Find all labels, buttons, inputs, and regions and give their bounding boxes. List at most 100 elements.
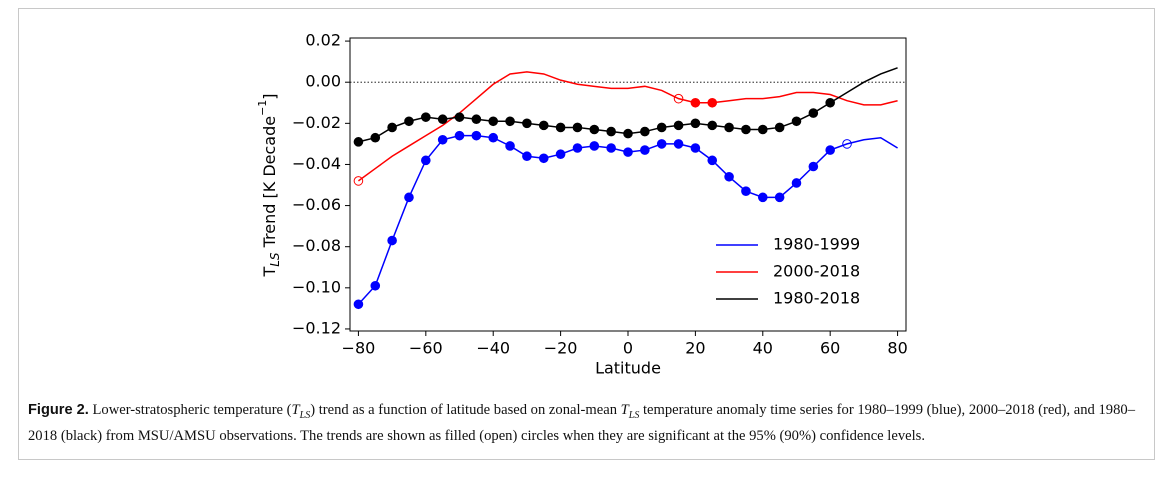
marker-filled (522, 151, 532, 162)
caption-label: Figure 2. (28, 402, 89, 418)
marker-filled (404, 192, 414, 203)
marker-filled (623, 147, 633, 157)
y-tick-label: −0.04 (292, 154, 341, 173)
marker-filled (387, 122, 397, 133)
marker-filled (707, 97, 718, 108)
legend-label: 2000-2018 (773, 262, 860, 281)
caption-subscript: LS (299, 409, 311, 421)
marker-filled (757, 192, 768, 203)
caption-symbol: T (291, 402, 300, 418)
y-label-part: ] (260, 93, 279, 99)
marker-filled (387, 235, 397, 246)
marker-filled (353, 299, 364, 310)
caption-text: Lower-stratospheric temperature ( (88, 402, 292, 418)
figure-caption: Figure 2. Lower-stratospheric temperatur… (28, 400, 1143, 447)
marker-filled (522, 118, 532, 129)
marker-filled (404, 116, 414, 127)
marker-filled (640, 145, 650, 155)
marker-filled (471, 130, 482, 141)
marker-filled (454, 112, 465, 122)
marker-filled (707, 155, 718, 166)
x-axis-label: Latitude (595, 359, 661, 378)
marker-filled (690, 118, 701, 129)
marker-filled (589, 124, 600, 135)
marker-filled (505, 116, 515, 127)
marker-filled (707, 120, 718, 131)
marker-filled (589, 141, 600, 151)
marker-filled (421, 155, 431, 166)
x-tick-label: −40 (476, 339, 510, 358)
caption-text: ) trend as a function of latitude based … (310, 402, 621, 418)
marker-filled (825, 97, 835, 108)
y-tick-label: −0.06 (292, 195, 341, 214)
marker-filled (724, 171, 734, 182)
caption-text: temperature anomaly time series for 1980… (28, 402, 1135, 444)
marker-filled (437, 134, 448, 145)
marker-filled (791, 178, 802, 188)
marker-filled (757, 124, 768, 135)
x-tick-label: 80 (887, 339, 907, 358)
marker-filled (774, 122, 785, 133)
plot-frame (349, 37, 907, 332)
marker-filled (606, 126, 616, 137)
marker-filled (825, 145, 835, 155)
marker-open (353, 176, 364, 186)
x-tick-label: 0 (623, 339, 633, 358)
x-tick-label: 40 (753, 339, 773, 358)
marker-filled (673, 139, 684, 149)
marker-filled (724, 122, 734, 133)
marker-filled (572, 143, 583, 153)
marker-open (842, 139, 852, 149)
caption-subscript: LS (628, 409, 640, 421)
y-tick-label: −0.02 (292, 113, 341, 132)
marker-filled (454, 130, 465, 141)
x-tick-label: 20 (685, 339, 705, 358)
legend-label: 1980-2018 (773, 289, 860, 308)
marker-filled (808, 108, 819, 118)
figure-frame (18, 8, 1155, 460)
marker-filled (673, 120, 684, 131)
marker-filled (555, 149, 566, 159)
caption-symbol: T (620, 402, 629, 418)
marker-filled (656, 139, 667, 149)
y-axis-label: TLS Trend [K Decade−1] (256, 93, 282, 277)
legend-label: 1980-1999 (773, 235, 860, 254)
marker-filled (421, 112, 431, 122)
marker-filled (538, 120, 549, 131)
marker-filled (791, 116, 802, 127)
marker-filled (623, 128, 633, 139)
y-tick-label: −0.12 (292, 318, 341, 337)
marker-filled (488, 132, 499, 143)
marker-filled (353, 137, 364, 147)
y-label-part: Trend [K Decade (260, 116, 279, 253)
y-tick-label: 0.00 (305, 72, 341, 91)
marker-filled (572, 122, 583, 133)
marker-filled (741, 186, 751, 196)
marker-filled (505, 141, 515, 151)
series-line (357, 71, 898, 182)
marker-filled (690, 143, 701, 153)
marker-filled (606, 143, 616, 153)
y-label-sup: −1 (256, 100, 269, 116)
marker-filled (437, 114, 448, 125)
x-tick-label: −80 (342, 339, 376, 358)
marker-filled (538, 153, 549, 164)
marker-filled (808, 161, 819, 172)
marker-filled (488, 116, 499, 127)
x-tick-label: −20 (544, 339, 578, 358)
marker-filled (471, 114, 482, 125)
x-tick-label: −60 (409, 339, 443, 358)
y-label-part: T (260, 267, 279, 278)
marker-filled (690, 97, 701, 108)
y-tick-label: 0.02 (305, 31, 341, 50)
y-label-sub: LS (268, 252, 282, 267)
y-tick-label: −0.10 (292, 277, 341, 296)
marker-filled (555, 122, 566, 133)
y-tick-label: −0.08 (292, 236, 341, 255)
marker-filled (774, 192, 785, 203)
marker-filled (370, 280, 381, 291)
marker-open (673, 93, 684, 104)
x-tick-label: 60 (820, 339, 840, 358)
chart: Latitude TLS Trend [K Decade−1] −0.12 −0.… (256, 31, 908, 378)
